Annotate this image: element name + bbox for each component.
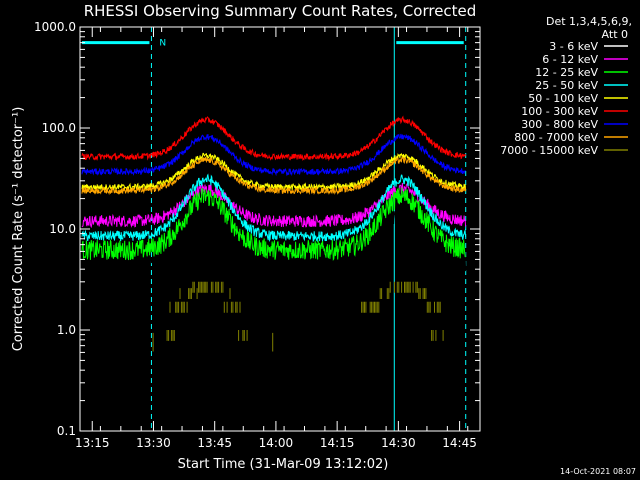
legend-header-line2: Att 0 — [602, 28, 628, 41]
legend-label: 25 - 50 keV — [535, 79, 598, 92]
legend-label: 12 - 25 keV — [535, 66, 598, 79]
y-axis-label: Corrected Count Rate (s⁻¹ detector⁻¹) — [11, 107, 26, 352]
series-line — [152, 281, 444, 352]
y-tick-label: 100.0 — [42, 121, 76, 135]
chart-title: RHESSI Observing Summary Count Rates, Co… — [84, 2, 477, 20]
series-line — [81, 115, 467, 162]
series-line — [81, 133, 466, 177]
y-tick-label: 0.1 — [57, 424, 76, 438]
x-axis-label: Start Time (31-Mar-09 13:12:02) — [178, 457, 389, 472]
series-line — [81, 152, 467, 192]
legend-label: 100 - 300 keV — [521, 105, 598, 118]
y-tick-label: 1.0 — [57, 323, 76, 337]
plot-area: N — [79, 27, 467, 431]
night-flag-label: N — [159, 39, 166, 49]
y-tick-label: 1000.0 — [34, 20, 76, 34]
series-line — [81, 155, 467, 196]
legend-label: 50 - 100 keV — [528, 92, 598, 105]
legend-label: 6 - 12 keV — [542, 53, 598, 66]
x-tick-label: 14:45 — [442, 436, 477, 450]
x-tick-label: 14:15 — [320, 436, 355, 450]
footer-date: 14-Oct-2021 08:07 — [560, 467, 636, 476]
y-axis: 0.1 1.0 10.0 100.0 1000.0 — [34, 20, 480, 438]
legend-label: 800 - 7000 keV — [514, 131, 598, 144]
x-tick-label: 13:30 — [136, 436, 171, 450]
x-tick-label: 14:30 — [381, 436, 416, 450]
series-line — [81, 173, 467, 243]
x-tick-label: 14:00 — [259, 436, 294, 450]
legend-label: 300 - 800 keV — [521, 118, 598, 131]
legend-label: 7000 - 15000 keV — [500, 144, 598, 157]
x-tick-label: 13:15 — [75, 436, 110, 450]
legend-label: 3 - 6 keV — [549, 40, 598, 53]
legend-header-line1: Det 1,3,4,5,6,9, — [546, 15, 632, 28]
x-axis: 13:15 13:30 13:45 14:00 14:15 14:30 14:45 — [75, 27, 477, 450]
x-tick-label: 13:45 — [197, 436, 232, 450]
y-tick-label: 10.0 — [49, 222, 76, 236]
series-line — [81, 187, 466, 261]
